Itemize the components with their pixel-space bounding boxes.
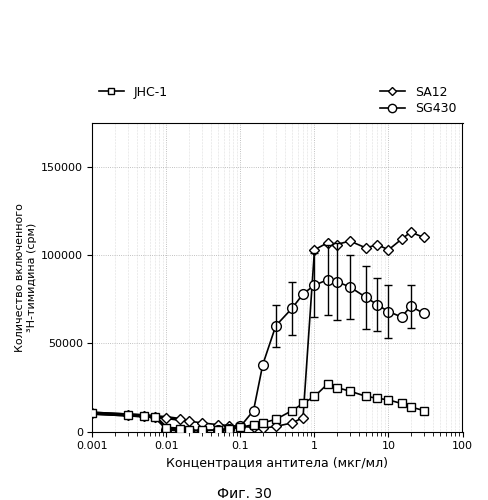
JHC-1: [386, 397, 391, 403]
SG430: [300, 291, 306, 297]
JHC-1: [251, 422, 257, 428]
SA12: [260, 425, 265, 431]
SG430: [238, 424, 244, 430]
Legend: SA12, SG430: SA12, SG430: [380, 86, 456, 116]
SA12: [311, 247, 317, 253]
JHC-1: [226, 426, 232, 432]
JHC-1: [199, 428, 205, 434]
JHC-1: [186, 427, 192, 433]
SG430: [334, 278, 340, 284]
SG430: [347, 284, 353, 290]
JHC-1: [260, 420, 265, 426]
SG430: [177, 428, 183, 434]
SA12: [363, 245, 369, 251]
SA12: [215, 422, 221, 428]
SA12: [177, 416, 183, 422]
SA12: [347, 238, 353, 244]
SG430: [186, 428, 192, 434]
SA12: [163, 414, 169, 420]
JHC-1: [163, 425, 169, 431]
JHC-1: [177, 426, 183, 432]
SG430: [363, 294, 369, 300]
Y-axis label: Количество включенного
³H-тимидина (срм): Количество включенного ³H-тимидина (срм): [15, 202, 37, 352]
JHC-1: [215, 427, 221, 433]
SG430: [226, 426, 232, 432]
JHC-1: [90, 410, 96, 416]
SG430: [311, 282, 317, 288]
Text: Фиг. 30: Фиг. 30: [217, 486, 271, 500]
SG430: [289, 305, 295, 311]
Line: SG430: SG430: [162, 275, 428, 436]
SG430: [251, 408, 257, 414]
SA12: [273, 424, 279, 430]
SG430: [399, 314, 405, 320]
JHC-1: [142, 413, 147, 419]
JHC-1: [152, 414, 158, 420]
SA12: [142, 413, 147, 419]
SG430: [421, 310, 427, 316]
JHC-1: [289, 408, 295, 414]
JHC-1: [325, 381, 330, 387]
SA12: [374, 242, 380, 248]
SA12: [238, 424, 244, 430]
JHC-1: [334, 384, 340, 390]
SG430: [408, 304, 414, 310]
JHC-1: [408, 404, 414, 410]
JHC-1: [399, 400, 405, 406]
Line: SA12: SA12: [89, 228, 427, 432]
SA12: [152, 414, 158, 420]
JHC-1: [311, 394, 317, 400]
JHC-1: [421, 408, 427, 414]
JHC-1: [300, 400, 306, 406]
SG430: [215, 427, 221, 433]
SG430: [273, 323, 279, 329]
SG430: [374, 302, 380, 308]
SA12: [325, 240, 330, 246]
SA12: [186, 418, 192, 424]
JHC-1: [363, 394, 369, 400]
SA12: [251, 424, 257, 430]
JHC-1: [374, 395, 380, 401]
SA12: [408, 229, 414, 235]
SG430: [163, 427, 169, 433]
Line: JHC-1: JHC-1: [88, 380, 428, 434]
SA12: [125, 412, 131, 418]
X-axis label: Концентрация антитела (мкг/мл): Концентрация антитела (мкг/мл): [166, 457, 388, 470]
SA12: [421, 234, 427, 240]
SG430: [386, 308, 391, 314]
SA12: [334, 242, 340, 248]
SA12: [399, 236, 405, 242]
SA12: [386, 247, 391, 253]
SA12: [300, 414, 306, 420]
SG430: [325, 277, 330, 283]
SA12: [90, 410, 96, 416]
JHC-1: [347, 388, 353, 394]
JHC-1: [273, 416, 279, 422]
SA12: [199, 420, 205, 426]
SA12: [289, 420, 295, 426]
JHC-1: [238, 424, 244, 430]
SG430: [260, 362, 265, 368]
SA12: [226, 422, 232, 428]
SG430: [199, 428, 205, 434]
JHC-1: [125, 412, 131, 418]
